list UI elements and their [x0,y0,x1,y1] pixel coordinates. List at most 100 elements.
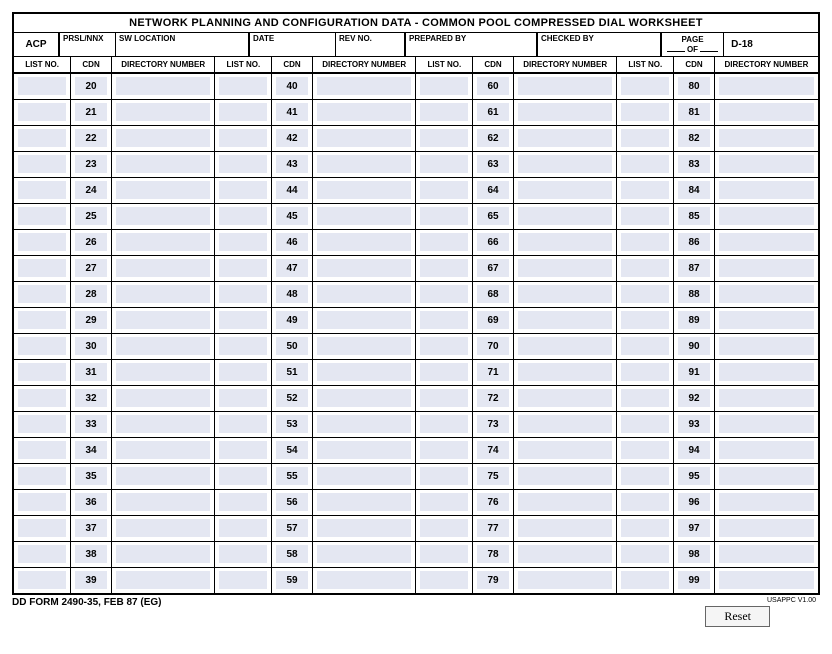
dir-number-input[interactable] [518,415,613,433]
list-no-input[interactable] [420,415,468,433]
list-no-cell[interactable] [215,229,272,255]
list-no-cell[interactable] [617,463,674,489]
dir-number-cell[interactable] [714,255,818,281]
list-no-input[interactable] [420,129,468,147]
list-no-cell[interactable] [14,411,71,437]
list-no-cell[interactable] [14,541,71,567]
list-no-input[interactable] [219,233,267,251]
dir-number-cell[interactable] [513,463,617,489]
dir-number-input[interactable] [719,493,814,511]
dir-number-cell[interactable] [513,229,617,255]
dir-number-cell[interactable] [513,437,617,463]
list-no-cell[interactable] [617,359,674,385]
list-no-input[interactable] [219,415,267,433]
list-no-input[interactable] [18,155,66,173]
list-no-input[interactable] [420,519,468,537]
dir-number-input[interactable] [116,311,211,329]
list-no-input[interactable] [420,545,468,563]
list-no-input[interactable] [621,519,669,537]
dir-number-cell[interactable] [312,151,416,177]
dir-number-input[interactable] [719,155,814,173]
dir-number-input[interactable] [317,77,412,95]
list-no-cell[interactable] [215,541,272,567]
dir-number-input[interactable] [317,545,412,563]
dir-number-cell[interactable] [513,333,617,359]
dir-number-cell[interactable] [312,229,416,255]
dir-number-cell[interactable] [714,411,818,437]
dir-number-input[interactable] [719,77,814,95]
list-no-cell[interactable] [617,177,674,203]
list-no-cell[interactable] [416,281,473,307]
dir-number-input[interactable] [116,233,211,251]
list-no-cell[interactable] [617,333,674,359]
list-no-input[interactable] [420,285,468,303]
dir-number-input[interactable] [518,519,613,537]
list-no-cell[interactable] [617,307,674,333]
list-no-cell[interactable] [416,385,473,411]
list-no-input[interactable] [219,77,267,95]
dir-number-cell[interactable] [312,411,416,437]
list-no-input[interactable] [420,571,468,589]
dir-number-cell[interactable] [111,385,215,411]
dir-number-input[interactable] [518,389,613,407]
list-no-input[interactable] [18,389,66,407]
dir-number-input[interactable] [116,337,211,355]
list-no-cell[interactable] [617,73,674,99]
dir-number-input[interactable] [317,389,412,407]
dir-number-input[interactable] [518,337,613,355]
list-no-input[interactable] [420,467,468,485]
list-no-cell[interactable] [416,151,473,177]
list-no-input[interactable] [219,363,267,381]
list-no-cell[interactable] [416,73,473,99]
reset-button[interactable]: Reset [705,606,770,627]
list-no-cell[interactable] [14,125,71,151]
dir-number-cell[interactable] [513,307,617,333]
list-no-cell[interactable] [14,177,71,203]
dir-number-input[interactable] [719,129,814,147]
dir-number-cell[interactable] [513,125,617,151]
dir-number-input[interactable] [116,571,211,589]
dir-number-cell[interactable] [111,99,215,125]
dir-number-cell[interactable] [111,567,215,593]
list-no-input[interactable] [18,337,66,355]
list-no-cell[interactable] [416,255,473,281]
dir-number-input[interactable] [317,103,412,121]
list-no-input[interactable] [621,441,669,459]
list-no-input[interactable] [219,129,267,147]
list-no-cell[interactable] [215,177,272,203]
dir-number-cell[interactable] [312,203,416,229]
list-no-cell[interactable] [215,99,272,125]
dir-number-input[interactable] [719,467,814,485]
dir-number-input[interactable] [518,207,613,225]
list-no-cell[interactable] [14,73,71,99]
list-no-cell[interactable] [14,229,71,255]
list-no-cell[interactable] [215,463,272,489]
list-no-cell[interactable] [215,567,272,593]
dir-number-input[interactable] [116,207,211,225]
list-no-input[interactable] [420,207,468,225]
dir-number-cell[interactable] [513,385,617,411]
dir-number-input[interactable] [518,441,613,459]
list-no-cell[interactable] [416,489,473,515]
list-no-cell[interactable] [215,203,272,229]
dir-number-cell[interactable] [714,281,818,307]
dir-number-cell[interactable] [312,489,416,515]
dir-number-input[interactable] [317,207,412,225]
list-no-input[interactable] [219,207,267,225]
list-no-input[interactable] [219,389,267,407]
list-no-input[interactable] [621,181,669,199]
list-no-cell[interactable] [215,125,272,151]
list-no-cell[interactable] [215,307,272,333]
dir-number-input[interactable] [518,363,613,381]
dir-number-input[interactable] [719,363,814,381]
list-no-cell[interactable] [14,515,71,541]
dir-number-cell[interactable] [513,567,617,593]
dir-number-input[interactable] [116,259,211,277]
list-no-cell[interactable] [416,359,473,385]
list-no-cell[interactable] [14,359,71,385]
dir-number-cell[interactable] [111,541,215,567]
list-no-cell[interactable] [617,281,674,307]
list-no-cell[interactable] [617,411,674,437]
dir-number-cell[interactable] [111,255,215,281]
list-no-input[interactable] [18,519,66,537]
